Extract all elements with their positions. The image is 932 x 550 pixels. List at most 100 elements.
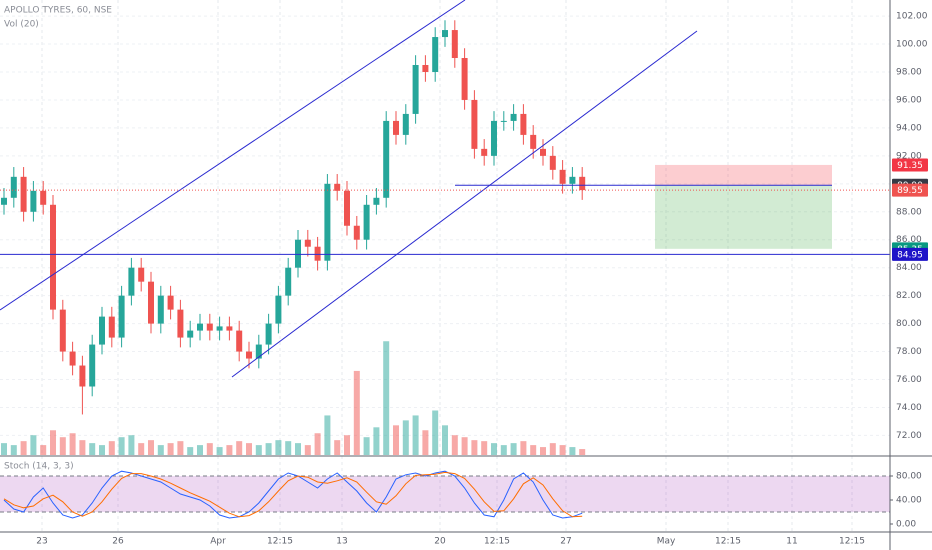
candle-body [30,190,37,212]
legend-volume: Vol (20) [4,20,39,30]
candle-body [451,30,458,59]
price-label: 84.95 [897,250,923,260]
volume-bar [206,443,213,455]
y-tick-label: 84.00 [896,263,922,273]
candle-body [236,330,243,352]
candle-body [89,344,96,387]
drawings-back [655,164,832,249]
volume-bar [471,440,478,455]
candle-body [285,267,292,296]
candle-body [1,197,7,205]
volume-bar [393,425,399,455]
volume-bar [353,370,360,455]
candle-body [20,176,27,212]
candle-body [334,183,341,191]
y-tick-label: 98.00 [896,67,922,77]
y-tick-label: 86.00 [896,235,922,245]
volume-bar [99,445,105,455]
candle-body [50,204,56,310]
candle-body [344,190,350,226]
stoch-tick-label: 40.00 [896,496,922,506]
candles [1,20,586,415]
y-tick-label: 72.00 [896,431,922,441]
volume-bar [10,445,17,455]
candle-body [148,281,154,324]
x-tick-label: Apr [210,537,226,547]
volume-bar [295,443,301,455]
volume-bar [255,445,262,455]
x-tick-label: 27 [560,537,571,547]
candle-body [157,295,164,324]
volume-bar [69,433,76,455]
candle-body [118,295,125,338]
y-tick-label: 82.00 [896,291,922,301]
volume-bar [324,415,331,455]
volume-bar [363,437,370,455]
volume-bar [40,445,47,455]
x-tick-label: 11 [786,537,797,547]
legend-title: APOLLO TYRES, 60, NSE [4,6,112,16]
volume-bar [500,445,507,455]
price-label-box [892,158,928,172]
candle-body [314,246,321,261]
candle-body [99,316,105,345]
candle-body [559,169,566,184]
candle-body [461,58,468,100]
candle-body [187,330,194,338]
volume-bar [246,443,252,455]
candle-body [432,37,439,72]
volume-bar [187,447,194,455]
candle-body [520,113,527,135]
volume-bar [373,427,380,455]
candle-body [373,197,380,205]
x-tick-label: 12:15 [839,537,865,547]
volume-bar [177,441,184,455]
candle-body [393,120,399,135]
y-tick-label: 78.00 [896,347,922,357]
price-label: 89.55 [897,186,923,196]
channel-upper [0,0,466,311]
volume-bar [559,445,566,455]
volume-bar [138,443,145,455]
drawings [0,0,890,378]
y-tick-label: 96.00 [896,95,922,105]
candle-body [530,134,537,149]
stoch-line [3,470,583,519]
volume-bar [442,425,448,455]
volume-bar [30,435,37,455]
y-tick-label: 94.00 [896,123,922,133]
stoch-line [3,471,583,518]
candle-body [383,120,390,198]
candle-body [40,190,47,205]
y-tick-label: 74.00 [896,403,922,413]
volume-bar [275,440,282,455]
volume-bar [334,440,341,455]
volume-bar [118,437,125,455]
candle-body [295,239,301,268]
candle-body [412,65,419,114]
legend-stoch: Stoch (14, 3, 3) [4,462,74,472]
y-tick-label: 100.00 [896,40,928,50]
candle-body [275,295,282,324]
candle-body [216,326,223,331]
volume-bar [549,443,556,455]
volume-bar [226,445,233,455]
volume-bar [108,441,115,455]
y-tick-label: 88.00 [896,207,922,217]
volume-bar [520,441,527,455]
candle-body [304,239,311,247]
stoch-band [0,476,890,512]
axes: 23 26 Apr 12:15 13 20 12:15 27 May 12:15 11 12:15 72… [36,12,928,547]
volume-bar [510,443,517,455]
candle-body [579,176,586,191]
x-tick-label: 20 [434,537,446,547]
y-tick-label: 92.00 [896,151,922,161]
stoch-pane [0,470,890,519]
candle-body [500,120,507,122]
volume-bar [569,447,576,455]
candle-body [69,351,76,366]
candle-body [128,267,135,296]
candle-body [138,267,145,282]
candle-body [549,155,556,170]
stoch-tick-label: 80.00 [896,472,922,482]
